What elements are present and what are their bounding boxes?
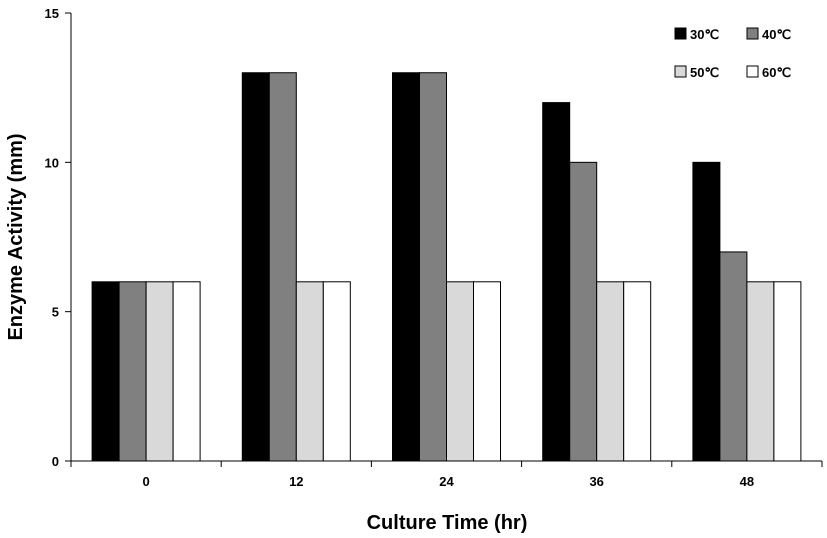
bar-60-cat-36 [623, 281, 652, 462]
bar-40-cat-0 [118, 281, 147, 462]
bar-40-cat-12 [268, 72, 297, 462]
x-axis-title: Culture Time (hr) [367, 512, 528, 534]
bar-30-cat-24 [392, 72, 420, 462]
legend-label: 60℃ [762, 65, 791, 80]
x-tick-label: 48 [740, 474, 754, 489]
bar-40-cat-36 [569, 161, 598, 462]
legend-label: 50℃ [690, 65, 719, 80]
bar-50-cat-12 [295, 281, 324, 462]
bar-40-cat-48 [719, 251, 748, 462]
bar-50-cat-48 [746, 281, 775, 462]
legend: 30℃ 40℃ 50℃ 60℃ [674, 27, 791, 80]
bar-50-cat-0 [145, 281, 174, 462]
y-tick-label: 10 [45, 155, 59, 170]
y-ticks-group: 0 5 10 15 [45, 6, 71, 469]
bar-30-cat-48 [692, 161, 721, 462]
x-tick-label: 0 [142, 474, 149, 489]
bar-60-cat-0 [172, 281, 201, 462]
y-tick-label: 5 [52, 305, 59, 320]
y-tick-label: 15 [45, 6, 59, 21]
axes-group [70, 13, 822, 462]
bar-30-cat-36 [542, 102, 571, 462]
bar-60-cat-24 [473, 281, 501, 462]
bar-30-cat-12 [241, 72, 270, 462]
bar-40-cat-24 [419, 72, 447, 462]
y-tick-label: 0 [52, 454, 59, 469]
legend-swatch [674, 27, 687, 40]
y-axis-title: Enzyme Activity (mm) [5, 133, 27, 340]
legend-label: 40℃ [762, 27, 791, 42]
legend-swatch [746, 27, 759, 40]
bar-50-cat-24 [446, 281, 474, 462]
x-tick-label: 36 [589, 474, 603, 489]
bars-group [91, 72, 802, 462]
bar-60-cat-48 [773, 281, 802, 462]
bar-30-cat-0 [91, 281, 120, 462]
legend-swatch [746, 65, 759, 78]
x-ticks-group: 0 12 24 36 48 [70, 461, 823, 489]
x-tick-label: 24 [439, 474, 454, 489]
legend-label: 30℃ [690, 27, 719, 42]
bar-50-cat-36 [596, 281, 625, 462]
bar-60-cat-12 [322, 281, 351, 462]
legend-swatch [674, 65, 687, 78]
x-tick-label: 12 [289, 474, 303, 489]
